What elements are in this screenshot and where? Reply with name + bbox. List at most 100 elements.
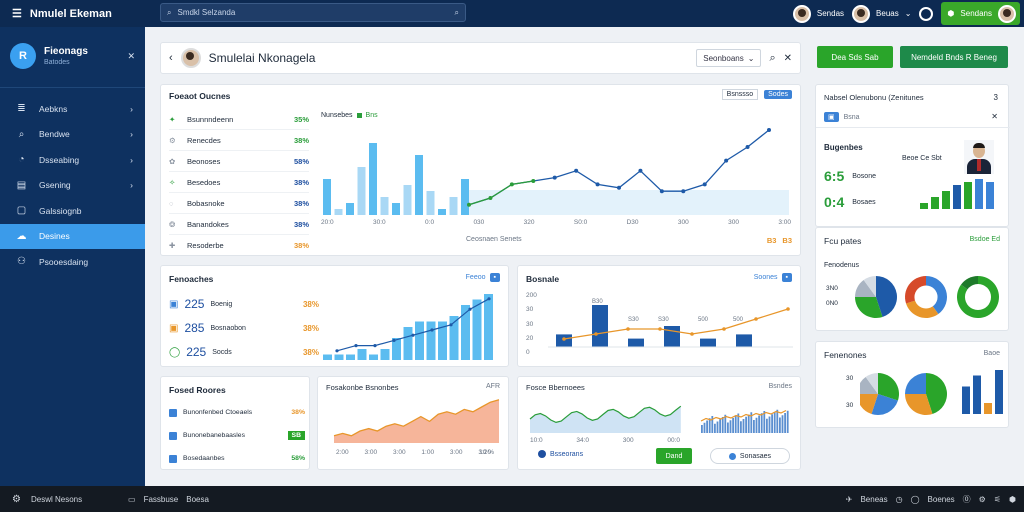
power-icon[interactable] xyxy=(919,6,934,21)
primary-button[interactable]: Dea Sds Sab xyxy=(817,46,893,68)
chart-bar xyxy=(357,349,367,360)
filter-chip[interactable]: Bsnssso xyxy=(721,89,759,100)
waves-green-button[interactable]: Dand xyxy=(656,448,692,464)
legend-dot xyxy=(356,113,362,118)
data-label: 500 xyxy=(698,317,709,323)
list-item[interactable]: ▣ 225 Boenig 38% xyxy=(169,292,319,316)
count-badge: 3 xyxy=(993,93,998,102)
list-item[interactable]: ◯ 225 Socds 38% xyxy=(169,340,319,364)
metric: 0:4 Bosaes xyxy=(824,189,876,215)
window-icon[interactable]: ▭ xyxy=(128,494,136,504)
waves-chart xyxy=(529,405,789,433)
sidebar-item-4[interactable]: ▢ Galssiognb xyxy=(0,198,145,224)
chart-bar xyxy=(708,418,711,433)
series-line xyxy=(700,409,787,422)
view-select[interactable]: Seonboans ⌄ xyxy=(696,49,762,67)
sidebar-item-6[interactable]: ⚇ Psooesdaing xyxy=(0,249,145,275)
search-icon[interactable]: ⌕ xyxy=(769,51,776,64)
list-item[interactable]: ✿ Beonoses 58% xyxy=(169,151,309,172)
series-line-green xyxy=(468,180,534,206)
settings-icon[interactable]: ⚙ xyxy=(978,494,986,504)
row-label: Besedoes xyxy=(187,177,221,187)
waves-outline-button[interactable]: Sonasaes xyxy=(710,448,790,464)
list-item[interactable]: Bunonfenbed Ctoeaels 38% xyxy=(169,401,305,424)
power-icon[interactable]: ◯ xyxy=(910,494,920,504)
wifi-icon[interactable]: ⚟ xyxy=(993,494,1002,504)
row-icon xyxy=(169,454,177,463)
sidebar-item-0[interactable]: ≣ Aebkns › xyxy=(0,96,145,122)
start-icon[interactable]: ⚙ xyxy=(12,493,21,505)
close-icon[interactable]: ✕ xyxy=(127,50,135,61)
user-menu-1[interactable]: Sendas xyxy=(792,4,844,23)
menu-icon[interactable]: ☰ xyxy=(12,8,22,20)
area-fill xyxy=(530,406,681,433)
tray-icon[interactable]: ⬢ xyxy=(1009,494,1016,504)
profile-card: Nabsel Olenubonu (Zenitunes 3 ▣ Bsna ✕ B… xyxy=(815,84,1010,227)
row-icon: ✦ xyxy=(169,114,176,124)
pie-label: 30 xyxy=(846,375,854,382)
search-submit-icon[interactable]: ⌕ xyxy=(454,7,459,17)
list-item[interactable]: Bosedaanbes 58% xyxy=(169,447,305,470)
axis-tick: 10:0 xyxy=(530,437,543,444)
user-menu-2[interactable]: Beuas ⌄ xyxy=(852,4,911,23)
section-title: Bugenbes xyxy=(824,143,863,152)
stat-icon: ▣ xyxy=(169,298,179,310)
app-brand[interactable]: ☰ Nmulel Ekeman xyxy=(0,7,160,21)
taskbar-item[interactable]: Deswl Nesons xyxy=(30,494,83,504)
list-item[interactable]: ✦ Bsunnndeenn 35% xyxy=(169,109,309,130)
list-item[interactable]: ✧ Besedoes 38% xyxy=(169,172,309,193)
brand-subtitle: Batodes xyxy=(44,59,70,66)
clock-icon[interactable]: ◷ xyxy=(895,494,903,504)
user-name: Beuas xyxy=(876,9,899,18)
area-fill xyxy=(469,190,789,215)
stat-pct: 38% xyxy=(302,299,319,309)
list-item[interactable]: Bunonebanebaasles SB xyxy=(169,424,305,447)
list-item[interactable]: ⚙ Renecdes 38% xyxy=(169,130,309,151)
plane-icon[interactable]: ✈ xyxy=(845,494,853,504)
waves-chip[interactable]: Bsndes xyxy=(768,383,792,390)
close-icon[interactable]: ✕ xyxy=(783,52,792,64)
mix-chip[interactable]: Baoe xyxy=(983,350,1000,357)
row-icon xyxy=(169,431,177,440)
sidebar-item-1[interactable]: ⌕ Bendwe › xyxy=(0,122,145,148)
taskbar-item[interactable]: Beneas xyxy=(860,494,888,504)
account-button[interactable]: ⬢ Sendans xyxy=(941,2,1020,25)
chart-point xyxy=(488,196,493,200)
sidebar-brand[interactable]: R Fieonags Batodes ✕ xyxy=(0,27,145,88)
close-icon[interactable]: ✕ xyxy=(991,112,998,121)
axis-tick: 34:0 xyxy=(576,437,590,444)
area-chip[interactable]: AFR xyxy=(486,383,500,390)
row-icon: ✚ xyxy=(169,241,176,250)
expand-icon[interactable]: ▪ xyxy=(781,273,792,282)
sidebar-item-2[interactable]: ◔ Dsseabing › xyxy=(0,147,145,173)
chart-bar xyxy=(964,182,972,209)
list-item[interactable]: ✚ Resoderbe 38% xyxy=(169,235,309,256)
row-label: Bsunnndeenn xyxy=(187,114,234,124)
search-input[interactable]: Smdkl Selzanda xyxy=(177,8,236,17)
sidebar-item-3[interactable]: ▤ Gsening › xyxy=(0,173,145,199)
stats-chip[interactable]: Feeoo xyxy=(465,274,486,281)
back-icon[interactable]: ‹ xyxy=(169,52,173,64)
chart-bar xyxy=(962,386,970,414)
chart-bar xyxy=(745,416,747,433)
axis-tick: 320 xyxy=(523,219,535,226)
info-icon[interactable]: ⓪ xyxy=(962,494,971,504)
chart-bar xyxy=(975,179,983,209)
taskbar-item[interactable]: Boesa xyxy=(186,494,209,504)
taskbar-item[interactable]: Fassbuse xyxy=(143,494,179,504)
row-label: Bunonebanebaasles xyxy=(183,432,245,439)
combo-chip[interactable]: Soones xyxy=(753,274,778,281)
taskbar-item[interactable]: Boenes xyxy=(927,494,955,504)
pie-slice xyxy=(865,373,878,394)
filter-chip-active[interactable]: Sodes xyxy=(764,90,792,99)
list-item[interactable]: ▣ 285 Bosnaobon 38% xyxy=(169,316,319,340)
chart-point xyxy=(658,327,662,331)
list-item[interactable]: ◌ Bobasnoke 38% xyxy=(169,193,309,214)
pies-chip[interactable]: Bsdoe Ed xyxy=(969,236,1000,243)
secondary-button[interactable]: Nemdeld Bnds R Beneg xyxy=(900,46,1008,68)
list-item[interactable]: ❂ Banandokes 38% xyxy=(169,214,309,235)
sidebar-item-5[interactable]: ☁ Desines xyxy=(0,223,145,249)
search-bar[interactable]: ⌕ Smdkl Selzanda ⌕ xyxy=(160,3,466,22)
expand-icon[interactable]: ▪ xyxy=(489,273,500,282)
card-title: Fosakonbe Bsnonbes xyxy=(326,383,399,392)
